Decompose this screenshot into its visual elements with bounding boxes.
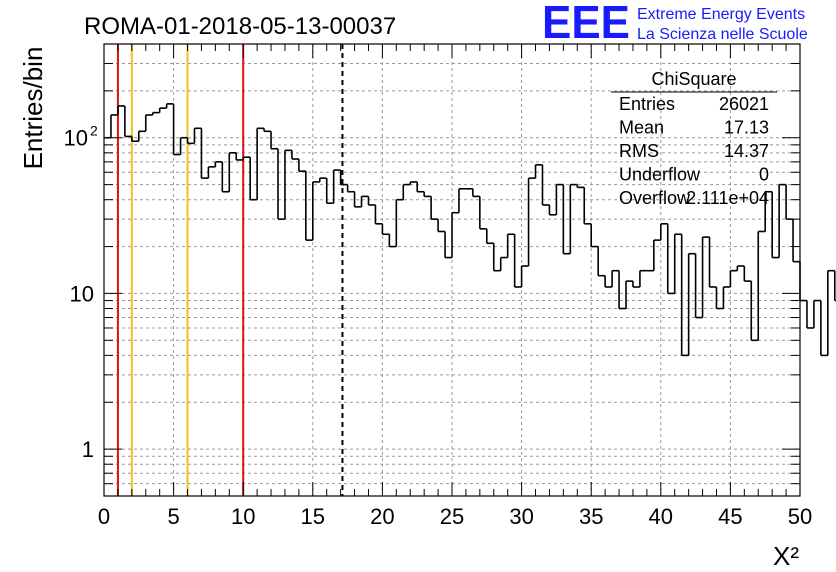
stats-row-label: Entries [619, 94, 675, 114]
stats-row-value: 14.37 [724, 141, 769, 161]
x-tick-label: 40 [649, 504, 673, 529]
x-tick-label: 10 [231, 504, 255, 529]
stats-title: ChiSquare [651, 69, 736, 89]
logo-line-1: Extreme Energy Events [637, 6, 805, 23]
stats-row-value: 0 [759, 165, 769, 185]
x-tick-label: 20 [370, 504, 394, 529]
x-tick-label: 45 [718, 504, 742, 529]
stats-row-label: Overflow [619, 188, 691, 208]
logo-mark: EEE [542, 0, 630, 48]
stats-box: ChiSquare Entries 26021 Mean 17.13 RMS 14.37 U… [611, 69, 777, 208]
x-tick-label: 5 [167, 504, 179, 529]
chart-title: ROMA-01-2018-05-13-00037 [84, 13, 396, 40]
stats-row-label: Underflow [619, 165, 701, 185]
y-tick-label: 10 [70, 281, 94, 306]
y-axis-label: Entries/bin [18, 47, 48, 170]
y-tick-label: 1 [82, 437, 94, 462]
logo-line-2: La Scienza nelle Scuole [637, 26, 808, 43]
x-tick-label: 25 [440, 504, 464, 529]
histogram-series [104, 103, 836, 357]
eee-logo: EEE Extreme Energy Events La Scienza nel… [542, 0, 808, 48]
x-tick-label: 35 [579, 504, 603, 529]
y-tick-label: 10 [64, 126, 88, 151]
stats-rows: Entries 26021 Mean 17.13 RMS 14.37 Underflow 0 O… [619, 94, 769, 208]
x-tick-label: 15 [301, 504, 325, 529]
stats-row-label: Mean [619, 118, 664, 138]
stats-row-label: RMS [619, 141, 659, 161]
stats-row-value: 2.111e+04 [686, 188, 769, 208]
x-tick-label: 30 [509, 504, 533, 529]
stats-row-value: 17.13 [724, 118, 769, 138]
axis-ticks [103, 44, 801, 496]
x-tick-label: 0 [98, 504, 110, 529]
stats-row-value: 26021 [719, 94, 769, 114]
x-tick-label: 50 [788, 504, 812, 529]
marker-lines [116, 44, 344, 496]
y-tick-label-exponent: 2 [90, 123, 98, 139]
x-axis-label: X² [773, 541, 799, 571]
